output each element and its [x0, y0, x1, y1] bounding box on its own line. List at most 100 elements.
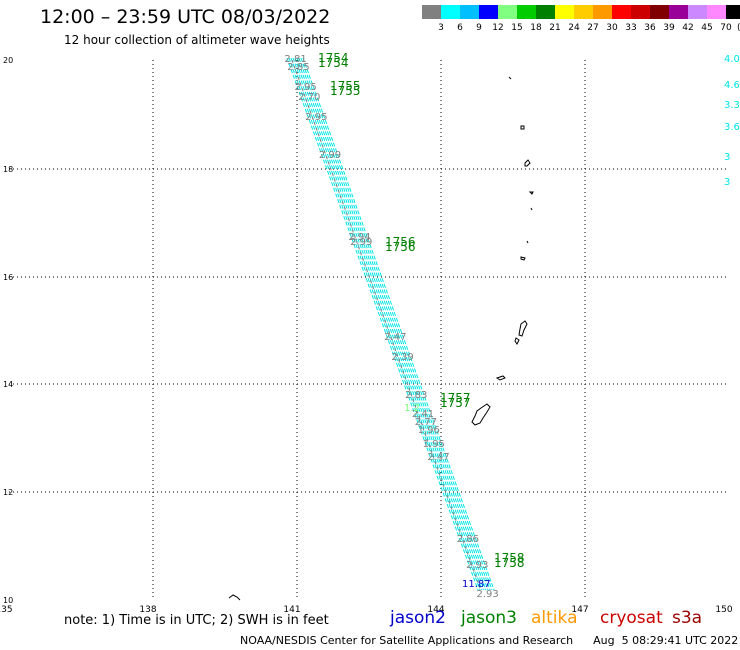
legend-swatch: [631, 5, 650, 19]
farallon-island: [508, 76, 512, 80]
satellite-cryosat: cryosat: [600, 608, 663, 628]
legend-value: 39: [663, 23, 675, 33]
legend-swatch: [536, 5, 555, 19]
legend-value: 18: [530, 23, 542, 33]
swh-label: 2.95: [305, 112, 327, 123]
legend-value: 9: [476, 23, 482, 33]
edge-swh-label: 3: [724, 152, 730, 163]
swh-label: 2.95: [294, 82, 316, 93]
saipan-island: [518, 320, 528, 337]
cyan-track: [286, 57, 479, 591]
legend-swatch: [593, 5, 612, 19]
altimeter-tracks: [286, 57, 495, 591]
edge-swh-label: 3.6: [724, 122, 740, 133]
legend-swatch: [726, 5, 740, 19]
map-grid: [9, 60, 729, 600]
x-tick-label: 147: [571, 605, 588, 615]
guguan-island: [530, 207, 533, 211]
satellite-altika: altika: [531, 608, 578, 628]
pass-label: 1756: [385, 235, 416, 249]
swh-label: 2.94: [348, 232, 370, 243]
legend-swatch: [441, 5, 460, 19]
guam-island: [471, 403, 491, 426]
legend-value: 36: [644, 23, 656, 33]
credit-text: NOAA/NESDIS Center for Satellite Applica…: [240, 634, 574, 647]
page-title: 12:00 – 23:59 UTC 08/03/2022: [40, 6, 331, 28]
islands: [228, 76, 534, 601]
satellite-s3a: s3a: [672, 608, 703, 628]
pass-label: 1754: [318, 51, 349, 65]
cyan-track: [290, 57, 483, 591]
x-tick-label: 144: [427, 605, 444, 615]
sarigan-island: [526, 240, 529, 244]
legend-value: 21: [549, 23, 561, 33]
swh-label: 1.95: [423, 439, 445, 450]
anatahan-island: [520, 256, 526, 261]
x-tick-label: 150: [715, 605, 732, 615]
swh-label: 2.99: [319, 150, 341, 161]
pass-label: 1757: [440, 396, 471, 410]
swh-label: 2.86: [457, 534, 479, 545]
edge-swh-label: 4.0: [724, 54, 740, 65]
legend-value: 30: [606, 23, 618, 33]
swh-label: 2.70: [298, 92, 320, 103]
page-subtitle: 12 hour collection of altimeter wave hei…: [64, 33, 330, 47]
green-swh-label: 1.2: [404, 403, 420, 414]
y-tick-label: 18: [3, 165, 13, 174]
rota-island: [495, 375, 506, 381]
cyan-track: [302, 57, 495, 591]
pass-label: 1755: [330, 79, 361, 93]
legend-swatch: [707, 5, 726, 19]
blue-swh-label: 11.87: [462, 579, 491, 590]
legend-value: 70: [720, 23, 732, 33]
legend-value: 6: [457, 23, 463, 33]
swh-label: 2.47: [427, 452, 449, 463]
pagan-island: [524, 159, 531, 167]
swh-label: 2.83: [405, 390, 427, 401]
footer-credit: NOAA/NESDIS Center for Satellite Applica…: [240, 634, 738, 647]
swh-label: 2.41: [412, 409, 434, 420]
legend-value: 42: [682, 23, 694, 33]
x-tick-label: 141: [283, 605, 300, 615]
legend-swatch: [498, 5, 517, 19]
swh-label: 2.77: [415, 417, 437, 428]
legend-swatch: [612, 5, 631, 19]
edge-swh-label: 4.6: [724, 80, 740, 91]
cyan-track: [300, 57, 493, 591]
y-tick-label: 10: [3, 596, 13, 605]
credit-timestamp: Aug 5 08:29:41 UTC 2022: [593, 634, 739, 647]
swh-label: 1.96: [418, 425, 440, 436]
agrihan-island: [520, 125, 525, 130]
x-tick-label: 135: [0, 605, 13, 615]
swh-label: 2.93: [477, 589, 499, 600]
footer-note: note: 1) Time is in UTC; 2) SWH is in fe…: [64, 613, 329, 628]
pass-label: 1754: [318, 56, 349, 70]
pass-label: 1758: [494, 556, 525, 570]
cyan-track: [292, 57, 485, 591]
pass-label: 1756: [385, 240, 416, 254]
swh-label: 2.81: [284, 54, 306, 65]
legend-value: 45: [701, 23, 713, 33]
legend-swatch: [688, 5, 707, 19]
cyan-track: [298, 57, 491, 591]
legend-swatch: [517, 5, 536, 19]
swh-label: 2.99: [350, 237, 372, 248]
swh-label: 2.47: [384, 332, 406, 343]
swh-label: 2.39: [391, 352, 413, 363]
swh-label: 2.93: [466, 560, 488, 571]
y-tick-label: 20: [3, 56, 13, 65]
satellite-jason2: jason2: [390, 608, 446, 628]
legend-swatch: [422, 5, 441, 19]
cyan-track: [294, 57, 487, 591]
southwest-island: [228, 594, 241, 601]
cyan-track: [296, 57, 489, 591]
y-tick-label: 12: [3, 488, 13, 497]
y-tick-label: 14: [3, 380, 13, 389]
pass-label: 1755: [330, 84, 361, 98]
legend-swatch: [650, 5, 669, 19]
legend-value: 12: [492, 23, 504, 33]
edge-swh-label: 3.3: [724, 100, 740, 111]
legend-value: 33: [625, 23, 637, 33]
